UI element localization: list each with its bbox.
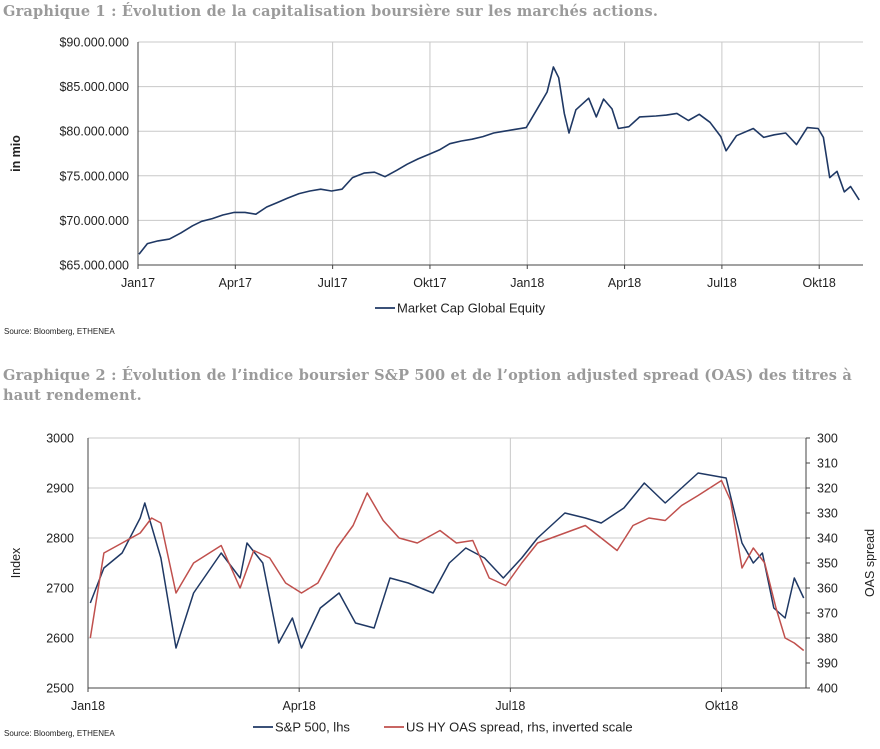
chart2-sp500-line <box>89 472 805 649</box>
chart2-x-tick-label: Okt18 <box>705 699 738 713</box>
chart2-y2-tick-label: 360 <box>817 582 838 596</box>
chart2-y2-tick-label: 320 <box>817 482 838 496</box>
chart1-y-tick-label: $65.000.000 <box>59 259 129 273</box>
chart1-y-tick-label: $85.000.000 <box>59 80 129 94</box>
chart2-y-tick-label: 2500 <box>46 682 74 696</box>
chart1-x-tick-label: Okt18 <box>803 276 836 290</box>
chart2-caption: Graphique 2 : Évolution de l’indice bour… <box>3 367 852 404</box>
chart2-legend-label-sp500: S&P 500, lhs <box>275 720 350 735</box>
chart1-x-tick-label: Jul18 <box>707 276 737 290</box>
chart2-y2-tick-label: 340 <box>817 532 838 546</box>
chart2-y-tick-label: 2700 <box>46 582 74 596</box>
chart2-y2-axis-label: OAS spread <box>863 529 877 597</box>
chart2-y2-tick-label: 370 <box>817 607 838 621</box>
chart1-x-tick-label: Apr17 <box>219 276 252 290</box>
chart1-x-tick-label: Jul17 <box>318 276 348 290</box>
chart1-series-line <box>138 66 860 255</box>
chart2-source: Source: Bloomberg, ETHENEA <box>4 729 115 738</box>
chart1-source: Source: Bloomberg, ETHENEA <box>4 327 115 336</box>
chart2-y-axis-label: Index <box>9 547 23 578</box>
chart1-x-tick-label: Okt17 <box>413 276 446 290</box>
chart2-x-tick-label: Apr18 <box>282 699 315 713</box>
chart2-y2-tick-label: 330 <box>817 507 838 521</box>
chart2-y2-tick-label: 310 <box>817 457 838 471</box>
chart1-y-tick-label: $70.000.000 <box>59 214 129 228</box>
chart2-y2-tick-label: 390 <box>817 657 838 671</box>
market-cap-chart: $65.000.000 $70.000.000 $75.000.000 $80.000… <box>9 36 863 316</box>
chart1-caption: Graphique 1 : Évolution de la capitalisa… <box>3 3 659 20</box>
chart2-y2-tick-label: 300 <box>817 432 838 446</box>
chart2-oas-line <box>89 479 805 652</box>
chart2-y-tick-label: 2800 <box>46 532 74 546</box>
chart1-x-tick-label: Apr18 <box>608 276 641 290</box>
chart1-y-tick-label: $75.000.000 <box>59 169 129 183</box>
chart1-legend-label: Market Cap Global Equity <box>397 301 546 316</box>
chart2-legend-label-oas: US HY OAS spread, rhs, inverted scale <box>406 720 633 735</box>
chart2-y-tick-label: 3000 <box>46 432 74 446</box>
chart2-y-tick-label: 2600 <box>46 632 74 646</box>
chart1-x-tick-label: Jan17 <box>121 276 155 290</box>
chart2-y-tick-label: 2900 <box>46 482 74 496</box>
chart1-y-axis-label: in mio <box>9 135 23 172</box>
chart2-y2-tick-label: 350 <box>817 557 838 571</box>
chart1-y-tick-label: $90.000.000 <box>59 36 129 50</box>
chart2-x-tick-label: Jan18 <box>71 699 105 713</box>
chart2-y2-tick-label: 400 <box>817 682 838 696</box>
chart2-y2-tick-label: 380 <box>817 632 838 646</box>
chart1-x-tick-label: Jan18 <box>510 276 544 290</box>
chart1-y-tick-label: $80.000.000 <box>59 125 129 139</box>
chart2-x-tick-label: Jul18 <box>495 699 525 713</box>
